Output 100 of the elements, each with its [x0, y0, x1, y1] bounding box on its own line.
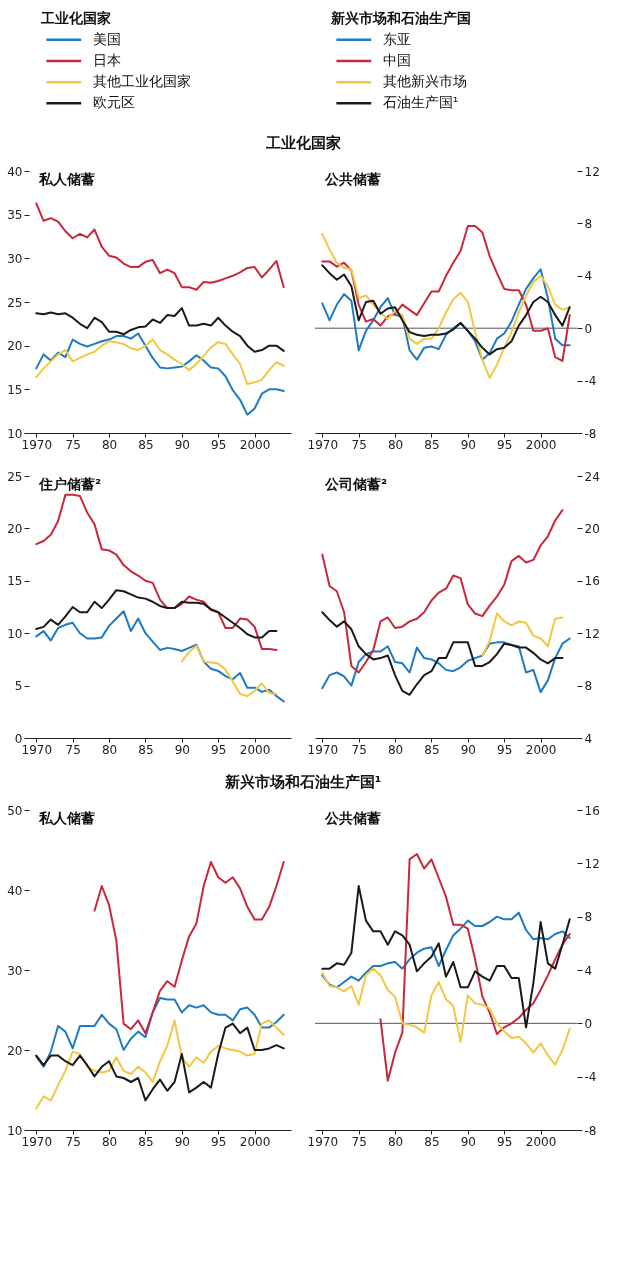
legend-label: 其他工业化国家 [92, 73, 191, 90]
line-series [35, 307, 285, 353]
x-tick-label: 2000 [525, 437, 557, 452]
x-tick-label: 75 [65, 1134, 81, 1149]
y-tick-label: 8 [584, 679, 593, 694]
y-tick-label: -8 [584, 426, 597, 441]
chart-title: 公司储蓄² [324, 476, 388, 492]
x-tick-label: 95 [211, 437, 227, 452]
y-tick-label: 50 [7, 803, 23, 818]
x-tick-label: 90 [174, 437, 190, 452]
x-tick-label: 85 [424, 742, 440, 757]
chart-title: 私人储蓄 [38, 171, 95, 187]
y-tick-label: 16 [584, 574, 600, 589]
y-tick-label: 30 [7, 251, 23, 266]
x-tick-label: 1970 [21, 437, 53, 452]
x-tick-label: 75 [351, 742, 367, 757]
line-series [93, 861, 285, 1035]
line-series [321, 911, 571, 989]
y-tick-label: 4 [584, 963, 593, 978]
x-tick-label: 90 [174, 1134, 190, 1149]
legend-label: 美国 [92, 30, 121, 47]
line-series [180, 644, 278, 698]
line-series [321, 232, 571, 379]
x-tick-label: 85 [138, 437, 154, 452]
x-tick-label: 1970 [307, 437, 339, 452]
line-series [35, 332, 285, 416]
legend-label: 日本 [92, 52, 121, 68]
line-series [321, 637, 571, 694]
x-tick-label: 90 [460, 437, 476, 452]
x-tick-label: 2000 [525, 1134, 557, 1149]
x-tick-label: 85 [138, 742, 154, 757]
y-tick-label: 10 [7, 426, 23, 441]
x-tick-label: 1970 [21, 742, 53, 757]
x-tick-label: 80 [101, 742, 118, 757]
line-series [35, 202, 285, 291]
x-tick-label: 75 [351, 437, 367, 452]
legend-label: 中国 [382, 52, 411, 68]
x-tick-label: 1970 [307, 1134, 339, 1149]
y-tick-label: 8 [584, 910, 593, 925]
x-tick-label: 90 [174, 742, 190, 757]
x-tick-label: 95 [497, 437, 513, 452]
x-tick-label: 1970 [307, 742, 339, 757]
x-tick-label: 75 [351, 1134, 367, 1149]
y-tick-label: 10 [7, 1123, 23, 1138]
legend-label: 东亚 [382, 30, 411, 47]
x-tick-label: 80 [101, 437, 118, 452]
line-series [321, 885, 571, 1029]
line-series [35, 589, 278, 639]
x-tick-label: 95 [497, 742, 513, 757]
x-tick-label: 90 [460, 742, 476, 757]
y-tick-label: 12 [584, 626, 600, 641]
legend-title: 工业化国家 [39, 9, 111, 26]
legend-label: 其他新兴市场 [382, 73, 467, 90]
y-tick-label: 20 [7, 521, 23, 536]
x-tick-label: 80 [387, 742, 404, 757]
x-tick-label: 85 [424, 1134, 440, 1149]
y-tick-label: 40 [7, 164, 23, 179]
x-tick-label: 1970 [21, 1134, 53, 1149]
line-series [35, 610, 285, 703]
y-tick-label: -4 [584, 374, 597, 389]
x-tick-label: 90 [460, 1134, 476, 1149]
x-tick-label: 95 [211, 1134, 227, 1149]
line-series [321, 611, 564, 696]
line-series [35, 493, 278, 651]
y-tick-label: 20 [7, 1043, 23, 1058]
x-tick-label: 85 [138, 1134, 154, 1149]
x-tick-label: 80 [101, 1134, 118, 1149]
chart-title: 住户储蓄² [38, 476, 102, 492]
y-tick-label: 4 [584, 731, 593, 746]
x-tick-label: 80 [387, 1134, 404, 1149]
x-tick-label: 75 [65, 742, 81, 757]
text: 工业化国家 [264, 134, 341, 152]
chart-title: 私人储蓄 [38, 810, 95, 826]
y-tick-label: 24 [584, 469, 600, 484]
y-tick-label: 15 [7, 574, 23, 589]
legend-label: 欧元区 [92, 94, 135, 111]
text: 新兴市场和石油生产国¹ [223, 773, 382, 791]
y-tick-label: 25 [7, 469, 23, 484]
y-tick-label: 0 [584, 321, 593, 336]
x-tick-label: 2000 [525, 742, 557, 757]
x-tick-label: 2000 [239, 1134, 271, 1149]
line-series [481, 612, 564, 657]
line-series [321, 225, 571, 362]
y-tick-label: 15 [7, 382, 23, 397]
x-tick-label: 80 [387, 437, 404, 452]
y-tick-label: 4 [584, 269, 593, 284]
x-tick-label: 2000 [239, 437, 271, 452]
y-tick-label: -4 [584, 1070, 597, 1085]
y-tick-label: 0 [14, 731, 23, 746]
x-tick-label: 2000 [239, 742, 271, 757]
y-tick-label: 35 [7, 208, 23, 223]
y-tick-label: 8 [584, 216, 593, 231]
y-tick-label: 16 [584, 803, 600, 818]
line-series [379, 853, 571, 1082]
chart-title: 公共储蓄 [324, 171, 381, 187]
x-tick-label: 95 [497, 1134, 513, 1149]
line-series [321, 967, 571, 1066]
chart-title: 公共储蓄 [324, 810, 381, 826]
line-series [35, 997, 285, 1068]
y-tick-label: 12 [584, 164, 600, 179]
